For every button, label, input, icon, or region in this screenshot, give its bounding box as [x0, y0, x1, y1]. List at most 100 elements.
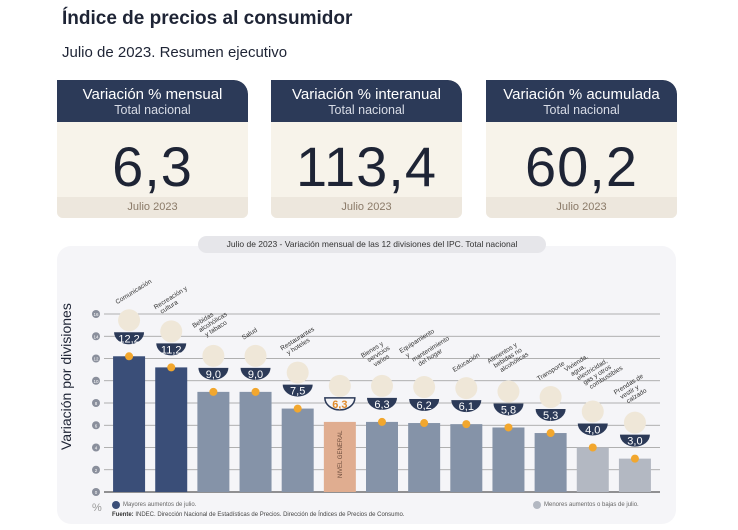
y-tick-label: 16	[93, 312, 99, 317]
data-label: 5,3	[543, 410, 558, 422]
card-subtitle: Total nacional	[328, 103, 405, 117]
card-footer: Julio 2023	[271, 197, 462, 218]
page-title: Índice de precios al consumidor	[62, 8, 353, 29]
category-icon	[623, 411, 646, 434]
source-text: INDEC. Dirección Nacional de Estadística…	[135, 512, 405, 518]
legend-low: Menores aumentos o bajas de julio.	[533, 501, 639, 509]
legend-label: Menores aumentos o bajas de julio.	[544, 502, 639, 508]
data-label: 7,5	[290, 386, 305, 398]
value-marker	[378, 417, 386, 426]
bar	[450, 424, 483, 492]
data-label: 6,1	[459, 401, 474, 413]
value-badge	[198, 367, 229, 380]
y-tick-marker	[92, 399, 100, 407]
card-value: 6,3	[112, 135, 193, 198]
card-subtitle: Total nacional	[543, 103, 620, 117]
category-icon	[328, 374, 351, 397]
category-label: Salud	[241, 327, 259, 342]
source-note: Fuente: INDEC. Dirección Nacional de Est…	[112, 512, 404, 518]
bar	[576, 447, 609, 492]
legend-high: Mayores aumentos de julio.	[112, 501, 196, 509]
data-label: 4,0	[585, 425, 600, 437]
y-tick-marker	[92, 310, 100, 318]
y-tick-label: 8	[95, 401, 98, 406]
y-tick-marker	[92, 443, 100, 452]
y-tick-label: 4	[95, 446, 98, 451]
category-icon	[581, 400, 604, 423]
y-tick-label: 12	[93, 357, 99, 362]
card-value: 60,2	[525, 135, 638, 198]
value-badge	[409, 399, 440, 412]
value-badge	[114, 332, 145, 345]
data-label: 12,2	[118, 333, 139, 345]
value-badge	[577, 423, 608, 436]
bar	[281, 408, 314, 492]
category-icon	[244, 344, 267, 367]
y-tick-marker	[92, 421, 100, 430]
category-label: Equipamientoymantenimientodel hogar	[398, 323, 454, 373]
y-tick-label: 0	[95, 490, 98, 495]
legend-swatch-high	[112, 501, 120, 509]
bar	[155, 367, 188, 492]
y-tick-marker	[92, 354, 100, 363]
category-label: Educación	[452, 352, 482, 374]
y-tick-marker	[92, 488, 100, 496]
category-icon	[413, 376, 436, 399]
value-marker	[630, 454, 639, 463]
card-monthly: Variación % mensual Total nacional 6,3 Ju…	[57, 80, 248, 218]
category-icon	[202, 344, 225, 367]
category-icon	[371, 374, 393, 397]
value-marker	[251, 387, 260, 396]
category-label: Bienes yserviciosvarios	[360, 338, 396, 371]
y-tick-label: 14	[93, 334, 99, 339]
data-label: 9,0	[248, 369, 263, 381]
y-tick-label: 2	[95, 468, 98, 473]
category-icon	[286, 361, 309, 384]
source-label: Fuente:	[112, 512, 134, 518]
y-tick-marker	[92, 465, 100, 474]
bar	[239, 391, 272, 492]
value-badge	[619, 434, 650, 447]
chart-title: Julio de 2023 - Variación mensual de las…	[198, 236, 546, 253]
value-badge	[493, 403, 524, 416]
bar	[197, 391, 230, 492]
card-title: Variación % acumulada	[503, 86, 660, 103]
data-label: 6,2	[417, 400, 432, 412]
value-badge	[535, 409, 566, 422]
category-label: Transporte	[536, 360, 566, 383]
data-label: 5,8	[501, 404, 516, 416]
bar	[408, 423, 441, 492]
card-footer: Julio 2023	[486, 197, 677, 218]
bar-inner-label: NIVEL GENERAL	[338, 430, 344, 478]
category-icon	[118, 309, 141, 332]
category-icon	[539, 386, 562, 409]
data-label: 3,0	[627, 436, 642, 448]
value-marker	[546, 429, 555, 438]
card-footer: Julio 2023	[57, 197, 248, 218]
card-yearly: Variación % interanual Total nacional 113…	[271, 80, 462, 218]
y-tick-label: 10	[93, 379, 99, 384]
value-marker	[209, 387, 218, 396]
value-marker	[293, 404, 302, 413]
category-icon	[497, 380, 520, 403]
category-icon	[455, 377, 478, 400]
legend-swatch-low	[533, 501, 541, 509]
value-badge	[367, 397, 397, 410]
y-axis-unit: %	[92, 502, 102, 514]
value-marker	[588, 443, 597, 452]
bar	[323, 421, 356, 492]
bar	[492, 427, 525, 492]
value-marker	[462, 420, 471, 429]
value-badge	[240, 367, 271, 380]
category-label: Restaurantesy hoteles	[279, 326, 320, 359]
value-marker	[167, 363, 176, 372]
card-subtitle: Total nacional	[114, 103, 191, 117]
value-badge	[324, 397, 356, 411]
bar	[366, 421, 398, 492]
card-accumulated: Variación % acumulada Total nacional 60,2…	[486, 80, 677, 218]
value-badge	[451, 400, 482, 413]
value-marker	[504, 423, 513, 432]
value-badge	[282, 384, 313, 397]
card-title: Variación % interanual	[292, 86, 441, 103]
